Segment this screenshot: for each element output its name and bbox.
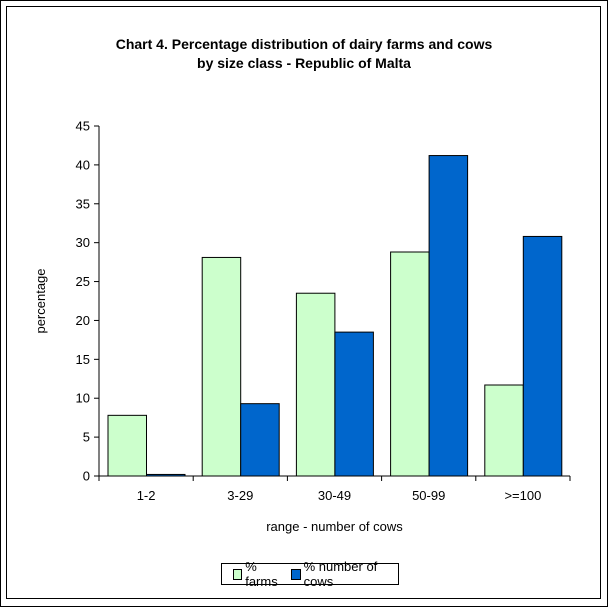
y-tick-label: 40	[76, 157, 90, 172]
y-axis-label: percentage	[33, 268, 48, 333]
y-tick-label: 10	[76, 391, 90, 406]
legend: % farms % number of cows	[221, 559, 399, 589]
bar-cows	[428, 155, 469, 477]
chart-title: Chart 4. Percentage distribution of dair…	[115, 36, 493, 52]
legend-item-farms: % farms	[233, 559, 283, 589]
legend-item-cows: % number of cows	[291, 559, 390, 589]
y-tick-label: 35	[76, 196, 90, 211]
legend-label-farms: % farms	[245, 559, 278, 589]
y-tick-label: 20	[76, 313, 90, 328]
x-tick-label: >=100	[504, 488, 541, 503]
y-tick-label: 25	[76, 274, 90, 289]
legend-swatch-cows	[291, 568, 301, 580]
bar-cows	[522, 235, 563, 477]
bar-cows	[334, 331, 374, 477]
legend-label-cows: % number of cows	[303, 559, 378, 589]
x-tick-label: 1-2	[137, 488, 156, 503]
x-tick-label: 50-99	[412, 488, 445, 503]
bar-farms	[107, 414, 147, 477]
x-tick-label: 3-29	[227, 488, 253, 503]
y-tick-label: 5	[83, 430, 90, 445]
y-tick-label: 15	[76, 352, 90, 367]
y-tick-label: 0	[83, 469, 90, 484]
bar-farms	[295, 292, 336, 477]
bar-cows	[146, 473, 186, 477]
bar-farms	[484, 384, 524, 477]
bar-farms	[390, 251, 430, 477]
legend-swatch-farms	[233, 568, 243, 580]
bar-farms	[201, 256, 242, 477]
y-tick-label: 30	[76, 235, 90, 250]
chart-area	[6, 6, 601, 599]
bar-cows	[240, 403, 280, 477]
x-tick-label: 30-49	[318, 488, 351, 503]
chart-subtitle: by size class - Republic of Malta	[197, 55, 411, 71]
x-axis-label: range - number of cows	[266, 519, 403, 534]
y-tick-label: 45	[76, 119, 90, 134]
